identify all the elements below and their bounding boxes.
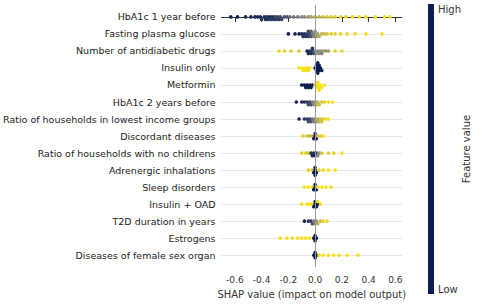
svg-text:Ratio of households in lowest: Ratio of households in lowest income gro…	[3, 114, 216, 125]
svg-text:Number of antidiabetic drugs: Number of antidiabetic drugs	[76, 45, 216, 56]
svg-text:0.0: 0.0	[308, 275, 323, 285]
svg-text:Estrogens: Estrogens	[168, 233, 215, 244]
svg-text:-0.2: -0.2	[280, 275, 298, 285]
svg-text:Discordant diseases: Discordant diseases	[120, 131, 215, 142]
svg-text:-0.4: -0.4	[253, 275, 271, 285]
svg-text:Diseases of female sex organ: Diseases of female sex organ	[76, 250, 216, 261]
svg-text:Sleep disorders: Sleep disorders	[142, 182, 215, 193]
svg-text:HbA1c 2 years before: HbA1c 2 years before	[113, 97, 216, 108]
svg-text:0.6: 0.6	[388, 275, 403, 285]
svg-text:Insulin + OAD: Insulin + OAD	[149, 199, 215, 210]
svg-text:0.4: 0.4	[361, 275, 376, 285]
svg-text:SHAP value (impact on model ou: SHAP value (impact on model output)	[217, 289, 406, 300]
svg-text:Insulin only: Insulin only	[161, 62, 216, 73]
svg-text:Ratio of households with no ch: Ratio of households with no childrens	[38, 148, 216, 159]
svg-text:Feature value: Feature value	[461, 115, 472, 183]
svg-text:Adrenergic inhalations: Adrenergic inhalations	[109, 165, 216, 176]
svg-text:-0.6: -0.6	[226, 275, 244, 285]
svg-text:Low: Low	[438, 284, 458, 295]
svg-text:Metformin: Metformin	[167, 79, 216, 90]
svg-text:HbA1c 1 year before: HbA1c 1 year before	[118, 11, 216, 22]
svg-text:Fasting plasma glucose: Fasting plasma glucose	[105, 28, 216, 39]
svg-text:0.2: 0.2	[335, 275, 349, 285]
svg-text:High: High	[438, 4, 461, 15]
svg-text:T2D duration in years: T2D duration in years	[111, 216, 215, 227]
